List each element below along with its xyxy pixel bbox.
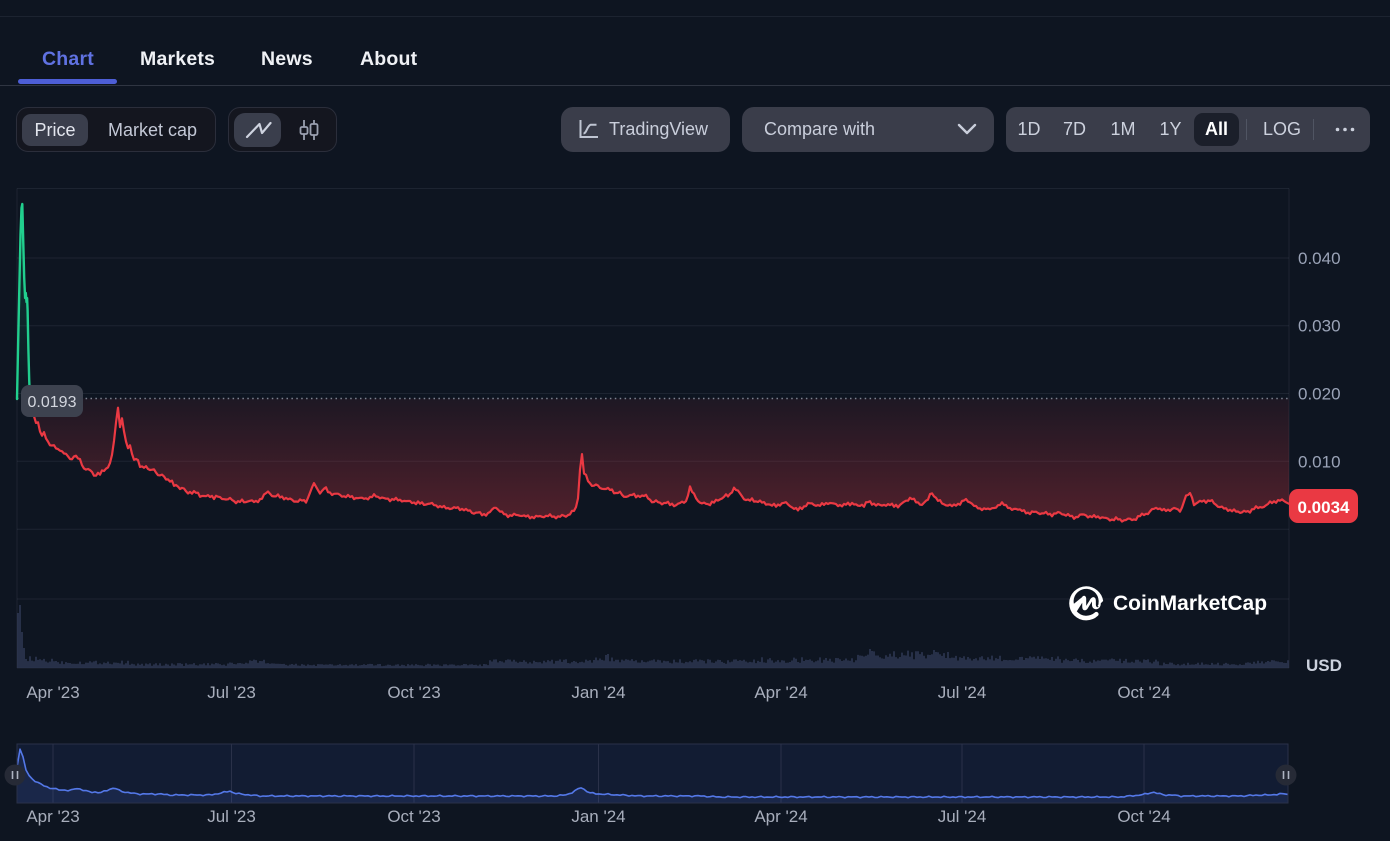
svg-text:Jul '24: Jul '24: [938, 683, 987, 702]
svg-text:0.0034: 0.0034: [1298, 498, 1351, 517]
svg-text:Apr '24: Apr '24: [754, 683, 807, 702]
svg-text:Jan '24: Jan '24: [571, 683, 625, 702]
svg-text:Jul '24: Jul '24: [938, 807, 987, 826]
svg-text:0.0193: 0.0193: [28, 394, 77, 411]
svg-text:Jul '23: Jul '23: [207, 683, 256, 702]
svg-text:Apr '24: Apr '24: [754, 807, 807, 826]
svg-text:Jul '23: Jul '23: [207, 807, 256, 826]
svg-text:0.030: 0.030: [1298, 317, 1341, 336]
svg-text:Apr '23: Apr '23: [26, 683, 79, 702]
svg-text:Apr '23: Apr '23: [26, 807, 79, 826]
svg-text:0.040: 0.040: [1298, 249, 1341, 268]
svg-text:Oct '23: Oct '23: [387, 683, 440, 702]
svg-text:0.020: 0.020: [1298, 385, 1341, 404]
svg-text:Oct '24: Oct '24: [1117, 683, 1170, 702]
svg-text:CoinMarketCap: CoinMarketCap: [1113, 592, 1267, 615]
svg-text:USD: USD: [1306, 656, 1342, 675]
svg-text:Oct '24: Oct '24: [1117, 807, 1170, 826]
svg-text:0.010: 0.010: [1298, 452, 1341, 471]
svg-text:Jan '24: Jan '24: [571, 807, 625, 826]
svg-text:Oct '23: Oct '23: [387, 807, 440, 826]
